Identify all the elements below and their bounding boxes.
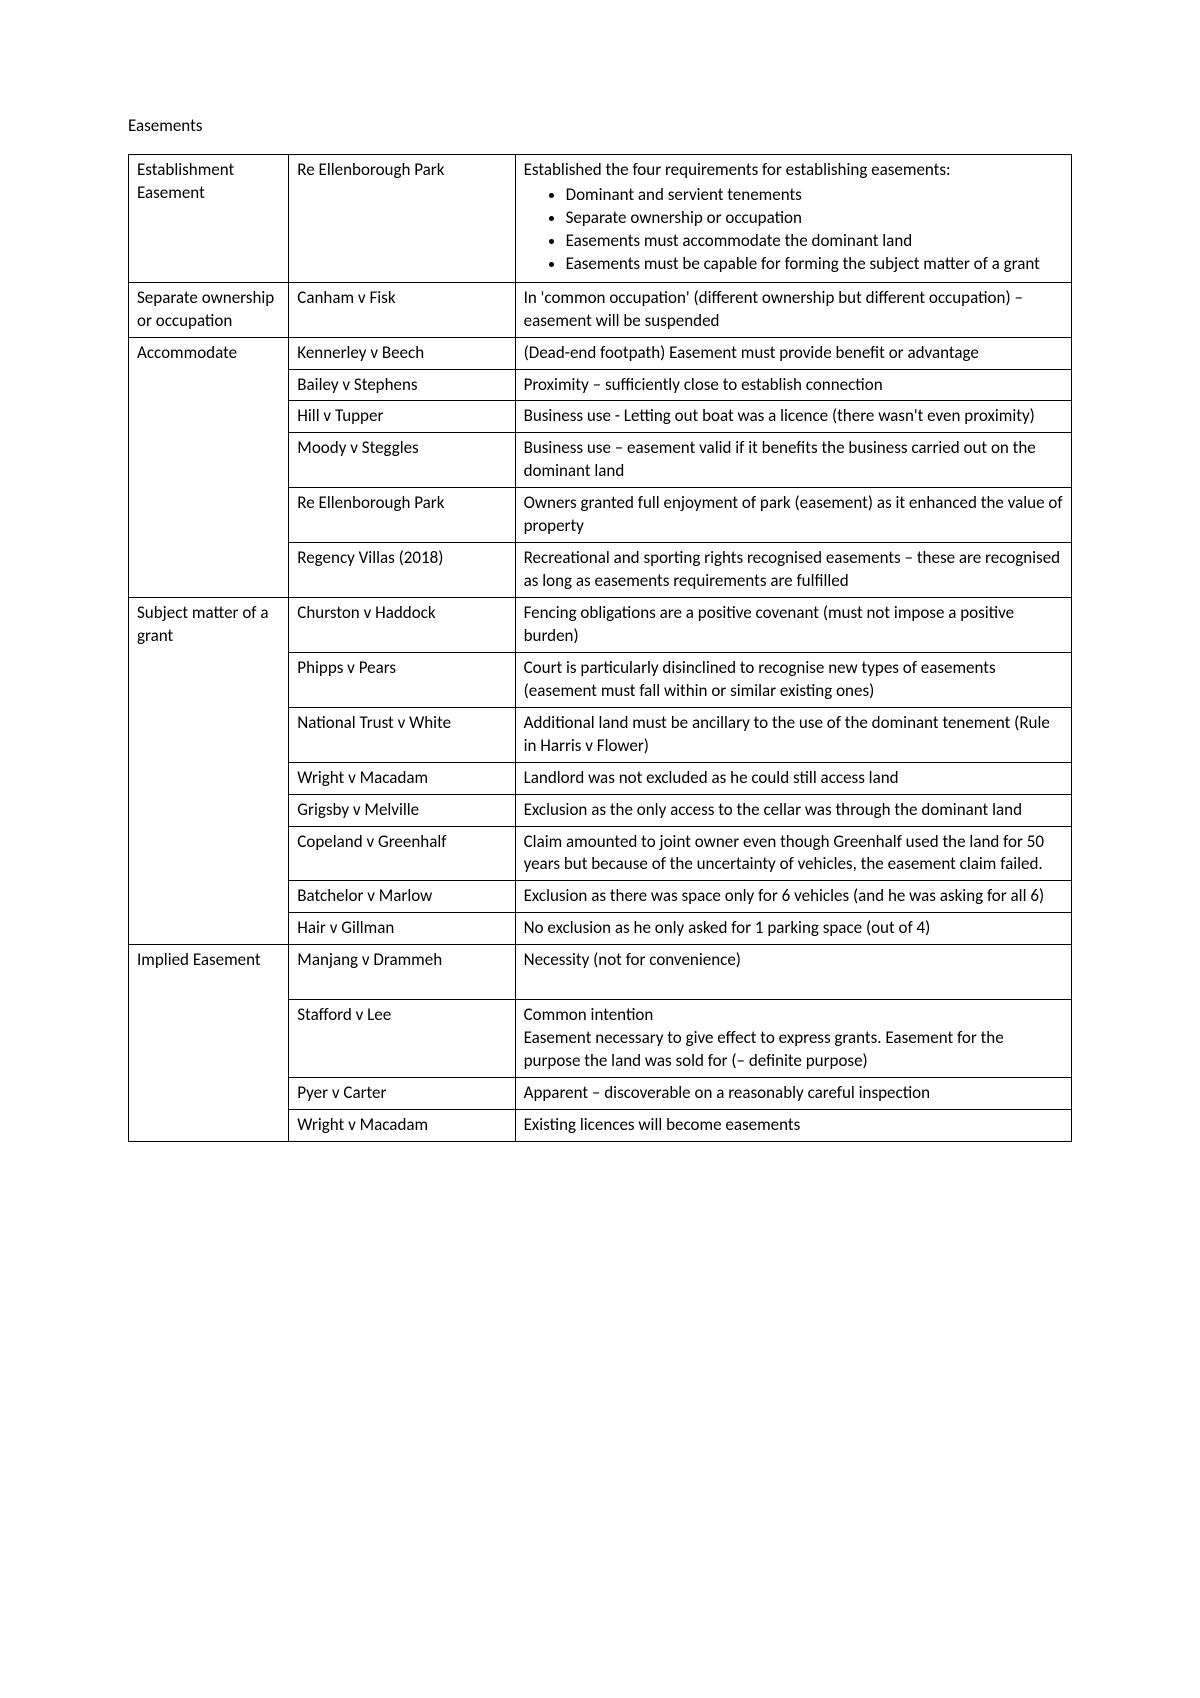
description-cell: Business use – easement valid if it bene… [515, 433, 1071, 488]
bullet-item: Easements must accommodate the dominant … [566, 230, 1063, 253]
bullet-item: Separate ownership or occupation [566, 207, 1063, 230]
case-cell: Wright v Macadam [289, 762, 515, 794]
table-row: Subject matter of a grantChurston v Hadd… [129, 598, 1072, 653]
description-cell: Fencing obligations are a positive coven… [515, 598, 1071, 653]
description-cell: Exclusion as there was space only for 6 … [515, 881, 1071, 913]
description-cell: Owners granted full enjoyment of park (e… [515, 488, 1071, 543]
table-row: Separate ownership or occupationCanham v… [129, 282, 1072, 337]
description-cell: Additional land must be ancillary to the… [515, 707, 1071, 762]
category-cell: Establishment Easement [129, 155, 289, 283]
case-cell: Churston v Haddock [289, 598, 515, 653]
description-cell: Recreational and sporting rights recogni… [515, 543, 1071, 598]
case-cell: Batchelor v Marlow [289, 881, 515, 913]
description-cell: Existing licences will become easements [515, 1109, 1071, 1141]
case-cell: Grigsby v Melville [289, 794, 515, 826]
case-cell: Canham v Fisk [289, 282, 515, 337]
page-title: Easements [128, 115, 1072, 136]
description-cell: Business use - Letting out boat was a li… [515, 401, 1071, 433]
description-cell: Landlord was not excluded as he could st… [515, 762, 1071, 794]
description-cell: Proximity – sufficiently close to establ… [515, 369, 1071, 401]
category-cell: Subject matter of a grant [129, 598, 289, 945]
case-cell: Phipps v Pears [289, 652, 515, 707]
case-cell: Bailey v Stephens [289, 369, 515, 401]
case-cell: Stafford v Lee [289, 1000, 515, 1078]
category-cell: Implied Easement [129, 945, 289, 1142]
case-cell: Re Ellenborough Park [289, 155, 515, 283]
bullet-item: Dominant and servient tenements [566, 184, 1063, 207]
description-cell: Court is particularly disinclined to rec… [515, 652, 1071, 707]
bullet-item: Easements must be capable for forming th… [566, 253, 1063, 276]
case-cell: Kennerley v Beech [289, 337, 515, 369]
case-cell: Wright v Macadam [289, 1109, 515, 1141]
description-cell: (Dead-end footpath) Easement must provid… [515, 337, 1071, 369]
case-cell: Manjang v Drammeh [289, 945, 515, 1000]
description-cell: No exclusion as he only asked for 1 park… [515, 913, 1071, 945]
table-row: AccommodateKennerley v Beech(Dead-end fo… [129, 337, 1072, 369]
case-cell: Pyer v Carter [289, 1077, 515, 1109]
description-cell: Apparent – discoverable on a reasonably … [515, 1077, 1071, 1109]
category-cell: Separate ownership or occupation [129, 282, 289, 337]
case-cell: Moody v Steggles [289, 433, 515, 488]
case-cell: Re Ellenborough Park [289, 488, 515, 543]
description-cell: Established the four requirements for es… [515, 155, 1071, 283]
case-cell: Hair v Gillman [289, 913, 515, 945]
description-cell: In 'common occupation' (different owners… [515, 282, 1071, 337]
description-cell: Claim amounted to joint owner even thoug… [515, 826, 1071, 881]
table-row: Implied EasementManjang v DrammehNecessi… [129, 945, 1072, 1000]
description-cell: Necessity (not for convenience) [515, 945, 1071, 1000]
description-cell: Common intentionEasement necessary to gi… [515, 1000, 1071, 1078]
case-cell: National Trust v White [289, 707, 515, 762]
case-cell: Hill v Tupper [289, 401, 515, 433]
easements-table: Establishment EasementRe Ellenborough Pa… [128, 154, 1072, 1142]
case-cell: Regency Villas (2018) [289, 543, 515, 598]
category-cell: Accommodate [129, 337, 289, 597]
case-cell: Copeland v Greenhalf [289, 826, 515, 881]
table-row: Establishment EasementRe Ellenborough Pa… [129, 155, 1072, 283]
description-cell: Exclusion as the only access to the cell… [515, 794, 1071, 826]
